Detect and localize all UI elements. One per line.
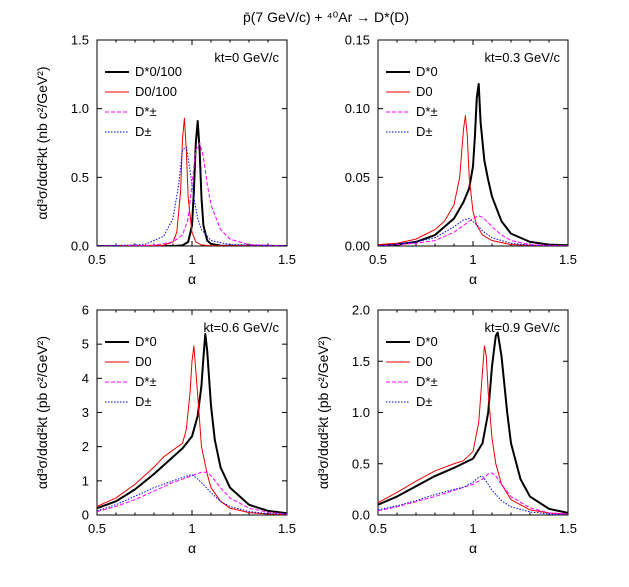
x-tick-label: 0.5 [369, 521, 387, 536]
y-tick-label: 0.00 [345, 239, 370, 254]
y-axis-label: αd³σ/dαd²kt (pb c²/GeV²) [315, 336, 331, 489]
plot-frame [96, 309, 288, 516]
series-line-1 [378, 115, 568, 246]
series-line-2 [378, 215, 568, 246]
x-axis-label: α [188, 271, 196, 287]
series-line-0 [97, 332, 287, 515]
x-tick-label: 0.5 [88, 521, 106, 536]
legend-entry: D± [416, 394, 433, 409]
legend-entry: D*0 [416, 64, 438, 79]
x-axis-label: α [188, 540, 196, 556]
y-tick-label: 0.0 [352, 508, 370, 523]
x-tick-label: 1 [188, 252, 195, 267]
kt-annotation: kt=0.6 GeV/c [203, 320, 279, 335]
y-tick-label: 0.5 [352, 456, 370, 471]
y-tick-label: 0 [82, 508, 89, 523]
legend-entry: D*0 [135, 334, 157, 349]
y-tick-label: 2 [82, 439, 89, 454]
series-line-2 [378, 472, 568, 515]
y-axis-label: αd³σ/dαd²kt (pb c²/GeV²) [34, 336, 50, 489]
y-tick-label: 0.15 [345, 33, 370, 48]
series-line-0 [378, 331, 568, 514]
legend-entry: D± [135, 124, 152, 139]
y-tick-label: 0.05 [345, 170, 370, 185]
y-tick-label: 4 [82, 371, 89, 386]
x-tick-label: 0.5 [88, 252, 106, 267]
series-line-3 [97, 474, 287, 515]
panel-bottom-left: 0.5 1 1.5 0 1 2 3 4 5 6 α αd³σ/dαd²kt (pb c²/GeV²) k… [34, 303, 296, 557]
series-line-2 [97, 142, 287, 246]
series-line-0 [378, 82, 568, 246]
kt-annotation: kt=0 GeV/c [214, 50, 279, 65]
legend-entry: D*± [135, 104, 157, 119]
x-axis-label: α [469, 540, 477, 556]
y-tick-label: 1.0 [352, 405, 370, 420]
y-tick-label: 1.0 [71, 101, 89, 116]
y-tick-label: 5 [82, 337, 89, 352]
y-tick-label: 1 [82, 473, 89, 488]
x-tick-label: 1.5 [278, 521, 296, 536]
legend-entry: D*0/100 [135, 64, 182, 79]
legend-entry: D*± [135, 374, 157, 389]
kt-annotation: kt=0.9 GeV/c [484, 320, 560, 335]
kt-annotation: kt=0.3 GeV/c [484, 50, 560, 65]
series-line-3 [378, 475, 568, 515]
legend-entry: D0 [416, 354, 433, 369]
figure-title: p̄(7 GeV/c) + ⁴⁰Ar → D*(D) [243, 9, 409, 25]
series-line-2 [97, 471, 287, 515]
legend-entry: D0 [416, 84, 433, 99]
panel-top-right: 0.5 1 1.5 0.00 0.05 0.10 0.15 α kt=0.3 GeV/c D*0 D… [345, 33, 577, 288]
legend-entry: D± [135, 394, 152, 409]
series-line-1 [97, 117, 287, 246]
x-tick-label: 1 [469, 252, 476, 267]
legend-entry: D0/100 [135, 84, 177, 99]
plot-frame [377, 39, 569, 247]
x-axis-label: α [469, 271, 477, 287]
x-tick-label: 1.5 [278, 252, 296, 267]
series-line-0 [97, 120, 287, 246]
legend-entry: D*± [416, 104, 438, 119]
series-line-1 [97, 345, 287, 515]
y-tick-label: 0.0 [71, 239, 89, 254]
legend-entry: D*± [416, 374, 438, 389]
y-tick-label: 3 [82, 405, 89, 420]
legend-entry: D± [416, 124, 433, 139]
x-tick-label: 0.5 [369, 252, 387, 267]
y-tick-label: 1.5 [71, 33, 89, 48]
y-tick-label: 2.0 [352, 303, 370, 318]
x-tick-label: 1.5 [559, 252, 577, 267]
x-tick-label: 1 [188, 521, 195, 536]
legend-entry: D*0 [416, 334, 438, 349]
x-tick-label: 1.5 [559, 521, 577, 536]
y-tick-label: 0.10 [345, 101, 370, 116]
legend-entry: D0 [135, 354, 152, 369]
y-tick-label: 0.5 [71, 170, 89, 185]
x-tick-label: 1 [469, 521, 476, 536]
series-line-1 [378, 345, 568, 515]
y-tick-label: 6 [82, 303, 89, 318]
series-line-3 [97, 146, 287, 246]
series-line-3 [378, 218, 568, 246]
y-axis-label: αd³σ/dαd²kt (nb c²/GeV²) [34, 66, 50, 219]
y-tick-label: 1.5 [352, 354, 370, 369]
